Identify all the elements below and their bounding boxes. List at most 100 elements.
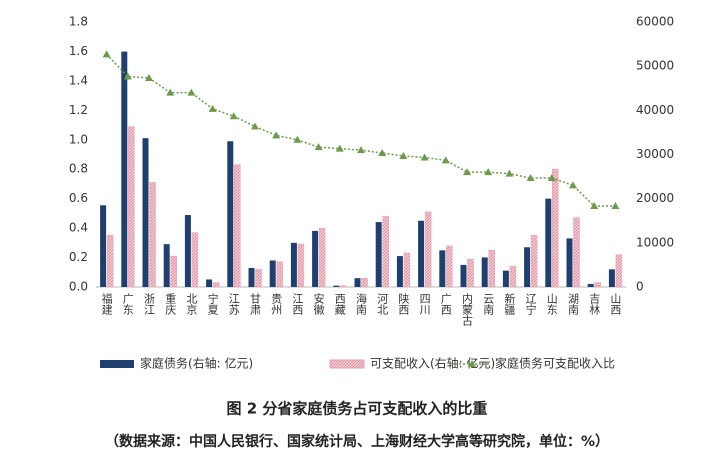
x-tick-label: 广东	[121, 293, 134, 315]
bar	[255, 269, 262, 288]
legend-swatch	[329, 359, 365, 369]
y2-tick-label: 40000	[636, 103, 674, 117]
bar	[340, 285, 347, 288]
line-marker	[208, 104, 217, 112]
x-tick-label: 安徽	[312, 292, 325, 316]
bar	[488, 250, 495, 288]
bar	[312, 230, 319, 287]
line-marker	[166, 88, 175, 96]
x-tick-label: 陕西	[397, 292, 410, 315]
line-marker	[611, 202, 620, 210]
bar	[142, 138, 149, 287]
bar	[354, 278, 361, 287]
y2-tick-label: 10000	[636, 235, 674, 249]
x-tick-label: 宁夏	[206, 292, 219, 315]
bar	[594, 282, 601, 288]
y2-tick-label: 50000	[636, 59, 674, 73]
y-tick-label: 0.4	[69, 221, 88, 235]
y-tick-label: 1.0	[69, 132, 88, 146]
bar	[297, 243, 305, 288]
bar	[248, 268, 255, 287]
bar	[184, 215, 191, 287]
legend-marker	[468, 360, 476, 367]
bar	[191, 232, 199, 288]
line-marker	[335, 144, 344, 152]
line-marker	[399, 151, 408, 159]
bar	[418, 220, 425, 287]
bar	[375, 222, 382, 287]
bar	[439, 250, 446, 287]
bar	[552, 168, 559, 288]
line-marker	[145, 73, 153, 81]
x-tick-label: 新疆	[503, 292, 516, 315]
bar	[460, 264, 467, 287]
bar	[121, 51, 128, 287]
y-tick-label: 1.4	[69, 73, 88, 87]
bar	[530, 235, 538, 288]
bar	[608, 269, 615, 287]
x-tick-label: 云南	[482, 293, 495, 315]
bar	[524, 247, 531, 287]
bar	[566, 238, 573, 287]
bar	[403, 252, 411, 288]
line-marker	[314, 143, 323, 151]
bar	[502, 270, 509, 287]
y-tick-label: 0.0	[69, 280, 88, 294]
legend-label: 家庭债务可支配收入比	[495, 356, 615, 371]
legend-label: 家庭债务(右轴: 亿元)	[140, 356, 253, 371]
x-tick-label: 福建	[100, 292, 113, 316]
line-marker	[547, 174, 556, 182]
bar	[106, 235, 114, 288]
x-tick-label: 江西	[291, 293, 304, 315]
x-tick-label: 四川	[418, 293, 431, 315]
bar	[333, 285, 340, 287]
bar	[467, 258, 474, 288]
chart-title: 图 2 分省家庭债务占可支配收入的比重	[227, 400, 488, 418]
bar	[573, 217, 580, 288]
y2-tick-label: 60000	[636, 15, 674, 29]
bar	[318, 228, 326, 288]
x-tick-label: 内蒙古	[461, 292, 474, 326]
y2-tick-label: 30000	[636, 147, 674, 161]
bar	[290, 242, 297, 287]
y2-tick-label: 20000	[636, 191, 674, 205]
x-tick-label: 山西	[609, 293, 622, 315]
x-tick-label: 贵州	[270, 293, 283, 315]
line-marker	[293, 135, 302, 143]
x-tick-label: 广西	[439, 293, 452, 315]
bar	[481, 257, 488, 287]
bar	[587, 283, 594, 287]
x-tick-label: 北京	[185, 293, 198, 316]
y-tick-label: 0.2	[69, 250, 88, 264]
y-tick-label: 1.2	[69, 103, 88, 117]
line-marker	[463, 168, 471, 176]
bar	[234, 164, 241, 288]
x-tick-label: 吉林	[588, 293, 601, 315]
y-tick-label: 0.6	[69, 191, 88, 205]
source-note: （数据来源：中国人民银行、国家统计局、上海财经大学高等研究院，单位：%）	[105, 433, 609, 450]
line-marker	[187, 88, 196, 96]
x-tick-label: 西藏	[333, 293, 346, 316]
line-marker	[484, 168, 493, 176]
y-tick-label: 0.8	[69, 162, 88, 176]
bar	[446, 245, 453, 288]
bar	[163, 244, 170, 287]
bar	[382, 216, 389, 288]
bar	[128, 126, 135, 288]
line	[106, 53, 616, 207]
bar	[545, 198, 552, 287]
bar	[396, 256, 403, 287]
bar	[212, 282, 220, 288]
line-marker	[123, 72, 132, 80]
line-marker	[102, 50, 111, 58]
x-tick-label: 山东	[545, 293, 558, 315]
bar	[276, 261, 283, 288]
y2-tick-label: 0	[636, 280, 644, 294]
bar	[509, 265, 517, 288]
line-marker	[420, 153, 429, 161]
bar	[424, 211, 432, 288]
y-tick-label: 1.6	[69, 44, 88, 58]
line-marker	[441, 156, 450, 164]
x-tick-label: 湖南	[567, 293, 580, 315]
x-tick-label: 辽宁	[524, 293, 537, 315]
